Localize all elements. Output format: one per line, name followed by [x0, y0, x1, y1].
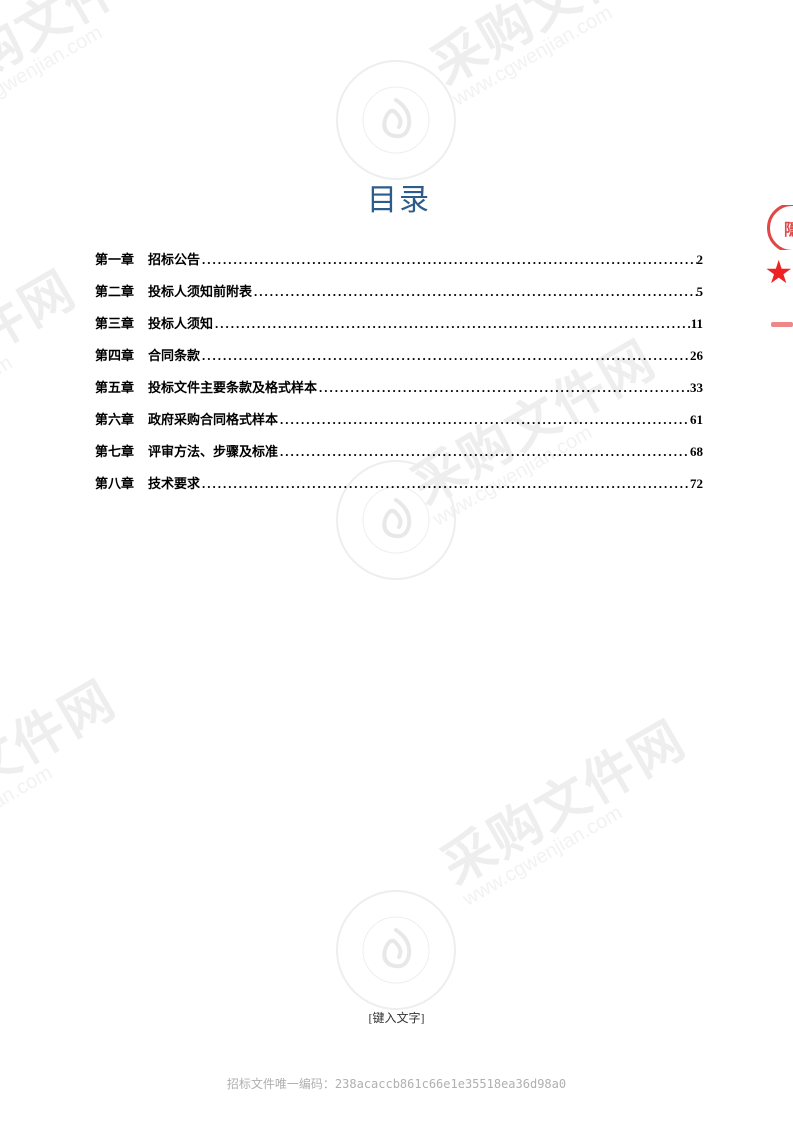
- toc-entry: 第六章政府采购合同格式样本...........................…: [95, 409, 703, 428]
- toc-chapter-label: 第六章: [95, 409, 134, 428]
- page-content: 目录 第一章招标公告..............................…: [0, 0, 793, 492]
- toc-leader-dots: ........................................…: [213, 316, 691, 332]
- toc-chapter-label: 第八章: [95, 473, 134, 492]
- toc-entry-title: 投标文件主要条款及格式样本: [148, 377, 317, 396]
- toc-page-number: 5: [697, 284, 704, 300]
- toc-entry: 第三章投标人须知................................…: [95, 313, 703, 332]
- watermark: 采购文件网 www.cgwenjian.com: [426, 699, 705, 912]
- toc-chapter-label: 第二章: [95, 281, 134, 300]
- footer-placeholder: [键入文字]: [0, 1009, 793, 1026]
- toc-entry-title: 投标人须知: [148, 313, 213, 332]
- toc-entry-title: 政府采购合同格式样本: [148, 409, 278, 428]
- watermark-logo: [336, 890, 456, 1010]
- toc-page-number: 33: [690, 380, 703, 396]
- watermark: 采购文件网 www.cgwenjian.com: [0, 659, 134, 872]
- toc-entry: 第八章技术要求.................................…: [95, 473, 703, 492]
- toc-leader-dots: ........................................…: [200, 252, 696, 268]
- toc-entry-title: 评审方法、步骤及标准: [148, 441, 278, 460]
- toc-chapter-label: 第七章: [95, 441, 134, 460]
- toc-chapter-label: 第五章: [95, 377, 134, 396]
- toc-entry-title: 投标人须知前附表: [148, 281, 252, 300]
- toc-leader-dots: ........................................…: [317, 380, 690, 396]
- toc-entry-title: 合同条款: [148, 345, 200, 364]
- toc-entry: 第四章合同条款.................................…: [95, 345, 703, 364]
- toc-chapter-label: 第一章: [95, 249, 134, 268]
- toc-leader-dots: ........................................…: [200, 348, 690, 364]
- toc-page-number: 72: [690, 476, 703, 492]
- toc-page-number: 61: [690, 412, 703, 428]
- toc-leader-dots: ........................................…: [278, 444, 690, 460]
- toc-page-number: 26: [690, 348, 703, 364]
- toc-entry-title: 招标公告: [148, 249, 200, 268]
- toc-entry: 第二章投标人须知前附表.............................…: [95, 281, 703, 300]
- toc-page-number: 68: [690, 444, 703, 460]
- toc-chapter-label: 第四章: [95, 345, 134, 364]
- toc-entry: 第五章投标文件主要条款及格式样本........................…: [95, 377, 703, 396]
- toc-page-number: 11: [691, 316, 703, 332]
- document-id: 招标文件唯一编码：238acaccb861c66e1e35518ea36d98a…: [0, 1075, 793, 1092]
- toc-entry: 第一章招标公告.................................…: [95, 249, 703, 268]
- toc-leader-dots: ........................................…: [252, 284, 696, 300]
- toc-chapter-label: 第三章: [95, 313, 134, 332]
- toc-leader-dots: ........................................…: [278, 412, 690, 428]
- toc-leader-dots: ........................................…: [200, 476, 690, 492]
- toc-entry-title: 技术要求: [148, 473, 200, 492]
- toc-list: 第一章招标公告.................................…: [95, 249, 703, 492]
- toc-title: 目录: [95, 175, 703, 219]
- toc-entry: 第七章评审方法、步骤及标准...........................…: [95, 441, 703, 460]
- toc-page-number: 2: [697, 252, 704, 268]
